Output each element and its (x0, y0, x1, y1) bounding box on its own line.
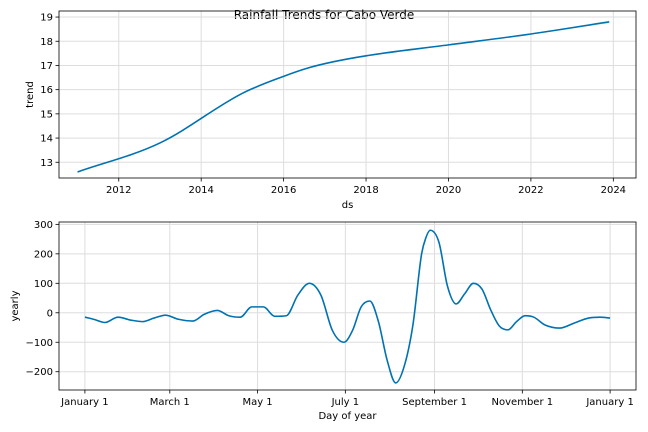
yearly-y-tick-label: −100 (26, 338, 53, 349)
trend-series-line (77, 21, 610, 173)
trend-y-tick-label: 15 (40, 109, 53, 120)
yearly-x-axis-label: Day of year (318, 411, 377, 422)
yearly-plot-frame (58, 221, 637, 391)
yearly-y-tick-label: 100 (34, 279, 53, 290)
trend-y-tick-label: 13 (40, 158, 53, 169)
trend-y-tick-label: 17 (40, 61, 53, 72)
yearly-series-line (84, 229, 611, 384)
yearly-x-tick-label: January 1 (585, 397, 633, 408)
yearly-y-axis-label: yearly (10, 290, 21, 321)
trend-x-tick-label: 2014 (188, 185, 213, 196)
yearly-y-tick-label: 200 (34, 249, 53, 260)
trend-x-tick-label: 2022 (518, 185, 543, 196)
trend-x-tick-label: 2024 (601, 185, 626, 196)
trend-y-axis-label: trend (25, 81, 36, 108)
trend-y-tick-label: 18 (40, 37, 53, 48)
trend-y-tick-label: 14 (40, 134, 53, 145)
yearly-x-tick-label: July 1 (331, 397, 360, 408)
yearly-y-tick-label: −200 (26, 367, 53, 378)
trend-plot-frame (58, 10, 637, 179)
yearly-y-tick-label: 300 (34, 220, 53, 231)
trend-y-tick-label: 16 (40, 85, 53, 96)
chart-title: Rainfall Trends for Cabo Verde (234, 8, 415, 22)
yearly-x-tick-label: November 1 (492, 397, 554, 408)
trend-x-tick-label: 2020 (436, 185, 461, 196)
yearly-x-tick-label: January 1 (60, 397, 108, 408)
trend-uncertainty-band (77, 20, 610, 172)
yearly-x-tick-label: September 1 (402, 397, 467, 408)
yearly-y-tick-label: 0 (47, 308, 53, 319)
trend-chart: 2012 2014 2016 2018 2020 2022 2024 13 14 15 16 17 18… (25, 10, 637, 211)
trend-x-tick-label: 2012 (106, 185, 131, 196)
yearly-chart: January 1 March 1 May 1 July 1 September 1 No… (10, 220, 637, 422)
trend-x-tick-label: 2016 (271, 185, 296, 196)
trend-y-tick-label: 19 (40, 13, 53, 24)
yearly-x-tick-label: March 1 (150, 397, 190, 408)
trend-x-tick-label: 2018 (353, 185, 378, 196)
yearly-x-tick-label: May 1 (242, 397, 272, 408)
trend-x-axis-label: ds (342, 200, 354, 211)
